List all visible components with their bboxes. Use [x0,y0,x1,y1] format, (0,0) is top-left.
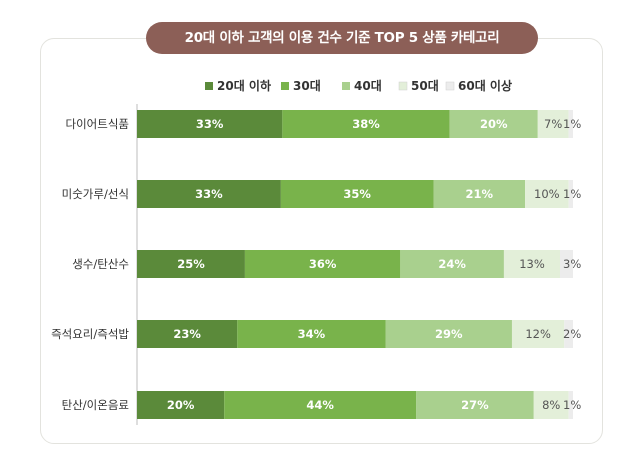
bar-segment-r2-s3 [433,180,526,208]
data-label-r1-s4: 7% [544,117,562,131]
data-label-r4-s4: 12% [525,327,551,341]
data-label-r3-s5: 3% [563,257,581,271]
legend-swatch-3 [342,82,350,90]
legend-swatch-2 [281,82,289,90]
data-label-r2-s4: 10% [534,187,560,201]
bar-segment-r1-s2 [282,110,450,138]
data-label-r3-s1: 25% [177,257,205,271]
bar-segment-r1-s1 [137,110,283,138]
bar-segment-r1-s5 [568,110,573,138]
data-label-r3-s2: 36% [309,257,337,271]
legend-label-3: 40대 [354,79,382,93]
data-label-r4-s5: 2% [563,327,581,341]
data-label-r2-s3: 21% [465,187,493,201]
bar-segment-r5-s3 [416,391,534,419]
data-label-r5-s1: 20% [167,398,195,412]
legend-swatch-5 [445,81,455,91]
bar-segment-r4-s3 [385,320,512,348]
data-label-r2-s2: 35% [343,187,371,201]
bar-segment-r2-s5 [568,180,573,208]
data-label-r1-s2: 38% [352,117,380,131]
legend-label-5: 60대 이상 [458,78,512,93]
data-label-r3-s3: 24% [438,257,466,271]
chart-card [40,38,603,444]
bar-segment-r1-s4 [537,110,569,138]
category-label-3: 생수/탄산수 [72,257,129,271]
bar-segment-r5-s1 [137,391,225,419]
data-label-r5-s2: 44% [306,398,334,412]
bar-segment-r3-s3 [400,250,504,278]
legend-label-2: 30대 [293,79,321,93]
bar-segment-r3-s4 [503,250,561,278]
bar-segment-r5-s5 [568,391,573,419]
data-label-r1-s1: 33% [196,117,224,131]
data-label-r4-s1: 23% [173,327,201,341]
chart-title: 20대 이하 고객의 이용 건수 기준 TOP 5 상품 카테고리 [146,22,538,54]
bar-segment-r1-s3 [449,110,538,138]
legend-label-1: 20대 이하 [217,78,271,93]
bar-segment-r5-s4 [533,391,569,419]
legend-swatch-1 [205,82,213,90]
data-label-r1-s3: 20% [480,117,508,131]
bar-segment-r4-s4 [511,320,565,348]
legend-label-4: 50대 [411,79,439,93]
category-label-2: 미숫가루/선식 [62,187,129,201]
data-label-r5-s5: 1% [563,398,581,412]
data-label-r2-s1: 33% [195,187,223,201]
bar-segment-r4-s2 [237,320,386,348]
category-label-4: 즉석요리/즉석밥 [51,327,129,341]
legend-swatch-4 [398,81,408,91]
bar-segment-r5-s2 [224,391,417,419]
bar-segment-r4-s1 [137,320,238,348]
bar-segment-r2-s1 [137,180,281,208]
data-label-r4-s3: 29% [435,327,463,341]
bar-segment-r3-s5 [560,250,573,278]
bar-segment-r3-s1 [137,250,245,278]
bar-segment-r4-s5 [564,320,573,348]
data-label-r4-s2: 34% [298,327,326,341]
category-label-5: 탄산/이온음료 [62,398,129,412]
data-label-r2-s5: 1% [563,187,581,201]
bar-segment-r2-s2 [280,180,434,208]
bar-segment-r3-s2 [244,250,401,278]
data-label-r5-s4: 8% [542,398,560,412]
data-label-r1-s5: 1% [563,117,581,131]
data-label-r5-s3: 27% [461,398,489,412]
bar-segment-r2-s4 [525,180,569,208]
category-label-1: 다이어트식품 [66,117,129,131]
data-label-r3-s4: 13% [519,257,545,271]
